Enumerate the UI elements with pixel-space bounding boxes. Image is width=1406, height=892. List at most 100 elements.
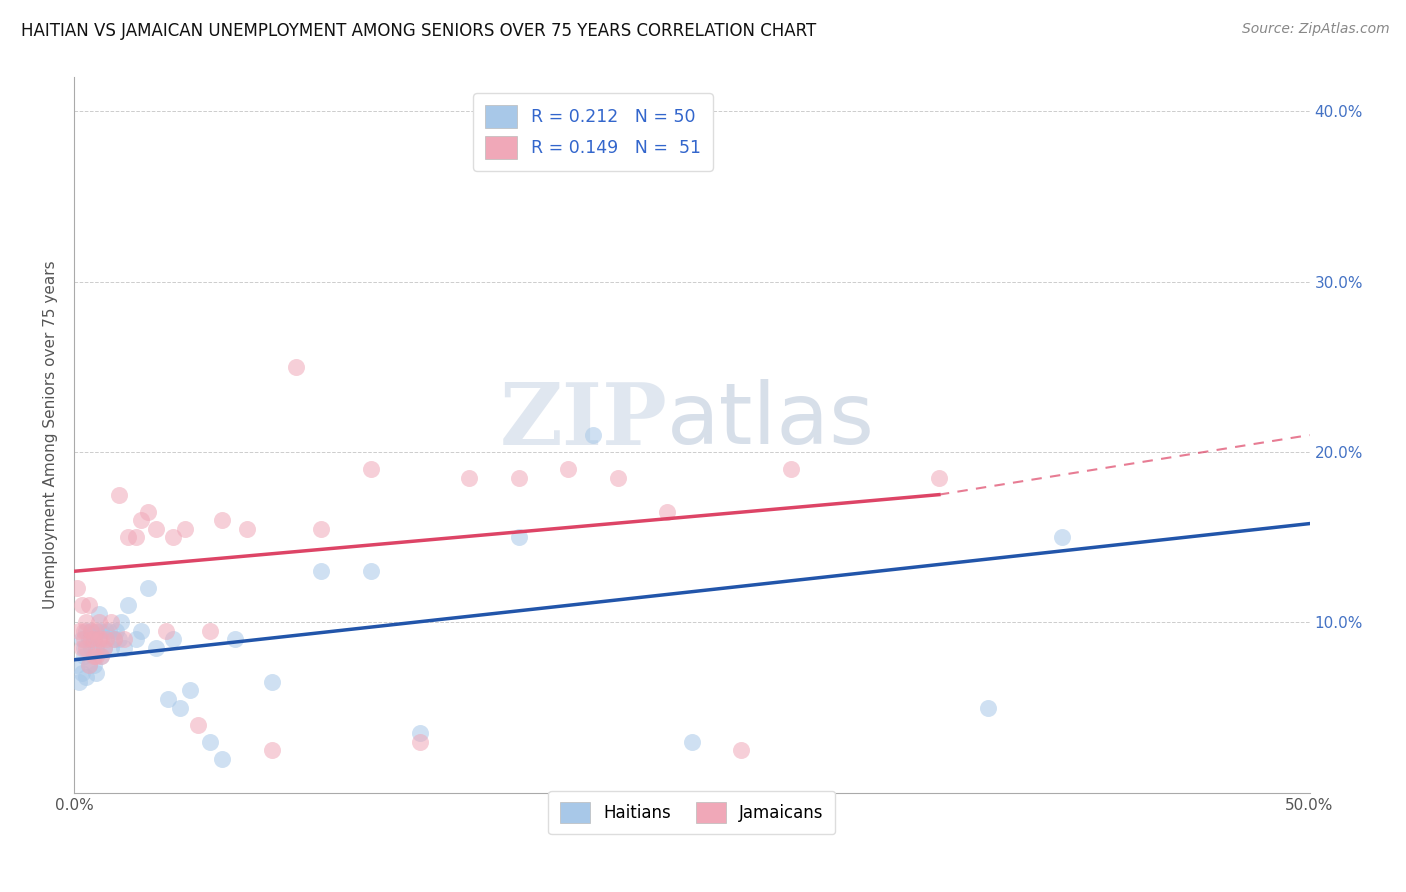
Point xyxy=(100,615,122,630)
Point xyxy=(77,632,100,647)
Point xyxy=(96,632,118,647)
Point xyxy=(75,670,97,684)
Point xyxy=(409,726,432,740)
Text: Source: ZipAtlas.com: Source: ZipAtlas.com xyxy=(1241,22,1389,37)
Point xyxy=(236,522,259,536)
Point xyxy=(70,599,93,613)
Y-axis label: Unemployment Among Seniors over 75 years: Unemployment Among Seniors over 75 years xyxy=(44,260,58,609)
Point xyxy=(87,615,110,630)
Point xyxy=(75,615,97,630)
Point xyxy=(73,632,96,647)
Point xyxy=(156,692,179,706)
Point xyxy=(80,624,103,638)
Point xyxy=(260,743,283,757)
Point xyxy=(129,513,152,527)
Point xyxy=(928,470,950,484)
Point xyxy=(107,488,129,502)
Point xyxy=(103,632,125,647)
Point xyxy=(96,624,118,638)
Point xyxy=(179,683,201,698)
Point xyxy=(73,624,96,638)
Point xyxy=(260,675,283,690)
Point xyxy=(80,640,103,655)
Point xyxy=(73,649,96,664)
Point xyxy=(90,649,112,664)
Point xyxy=(285,359,308,374)
Text: ZIP: ZIP xyxy=(499,379,666,463)
Point xyxy=(681,734,703,748)
Point xyxy=(582,428,605,442)
Point xyxy=(80,632,103,647)
Point xyxy=(112,632,135,647)
Point xyxy=(70,640,93,655)
Point xyxy=(93,640,115,655)
Point xyxy=(174,522,197,536)
Point xyxy=(606,470,628,484)
Point xyxy=(977,700,1000,714)
Point xyxy=(360,564,382,578)
Point xyxy=(70,632,93,647)
Point xyxy=(1052,530,1074,544)
Point xyxy=(117,599,139,613)
Point xyxy=(112,640,135,655)
Point xyxy=(458,470,481,484)
Point xyxy=(86,624,108,638)
Text: atlas: atlas xyxy=(666,379,875,462)
Point xyxy=(110,615,132,630)
Point xyxy=(70,666,93,681)
Point xyxy=(90,632,112,647)
Point xyxy=(136,582,159,596)
Point xyxy=(87,607,110,621)
Point xyxy=(83,632,105,647)
Point xyxy=(198,624,221,638)
Point xyxy=(65,657,87,672)
Point xyxy=(77,599,100,613)
Point xyxy=(107,632,129,647)
Legend: Haitians, Jamaicans: Haitians, Jamaicans xyxy=(548,790,835,834)
Point xyxy=(80,624,103,638)
Point xyxy=(90,649,112,664)
Point xyxy=(136,505,159,519)
Point xyxy=(145,640,167,655)
Point xyxy=(125,632,148,647)
Point xyxy=(100,640,122,655)
Point xyxy=(779,462,801,476)
Text: HAITIAN VS JAMAICAN UNEMPLOYMENT AMONG SENIORS OVER 75 YEARS CORRELATION CHART: HAITIAN VS JAMAICAN UNEMPLOYMENT AMONG S… xyxy=(21,22,817,40)
Point xyxy=(65,582,87,596)
Point xyxy=(87,632,110,647)
Point xyxy=(730,743,752,757)
Point xyxy=(162,530,184,544)
Point xyxy=(77,657,100,672)
Point xyxy=(77,657,100,672)
Point xyxy=(309,522,332,536)
Point xyxy=(86,640,108,655)
Point xyxy=(73,640,96,655)
Point xyxy=(169,700,191,714)
Point xyxy=(83,632,105,647)
Point xyxy=(508,470,530,484)
Point xyxy=(224,632,246,647)
Point xyxy=(211,513,233,527)
Point xyxy=(409,734,432,748)
Point xyxy=(145,522,167,536)
Point xyxy=(129,624,152,638)
Point xyxy=(93,640,115,655)
Point xyxy=(90,624,112,638)
Point xyxy=(125,530,148,544)
Point xyxy=(508,530,530,544)
Point xyxy=(162,632,184,647)
Point xyxy=(309,564,332,578)
Point xyxy=(117,530,139,544)
Point xyxy=(557,462,579,476)
Point xyxy=(86,666,108,681)
Point xyxy=(83,657,105,672)
Point xyxy=(198,734,221,748)
Point xyxy=(67,624,90,638)
Point xyxy=(655,505,678,519)
Point xyxy=(97,624,120,638)
Point xyxy=(87,624,110,638)
Point xyxy=(211,751,233,765)
Point xyxy=(103,632,125,647)
Point xyxy=(75,640,97,655)
Point xyxy=(83,649,105,664)
